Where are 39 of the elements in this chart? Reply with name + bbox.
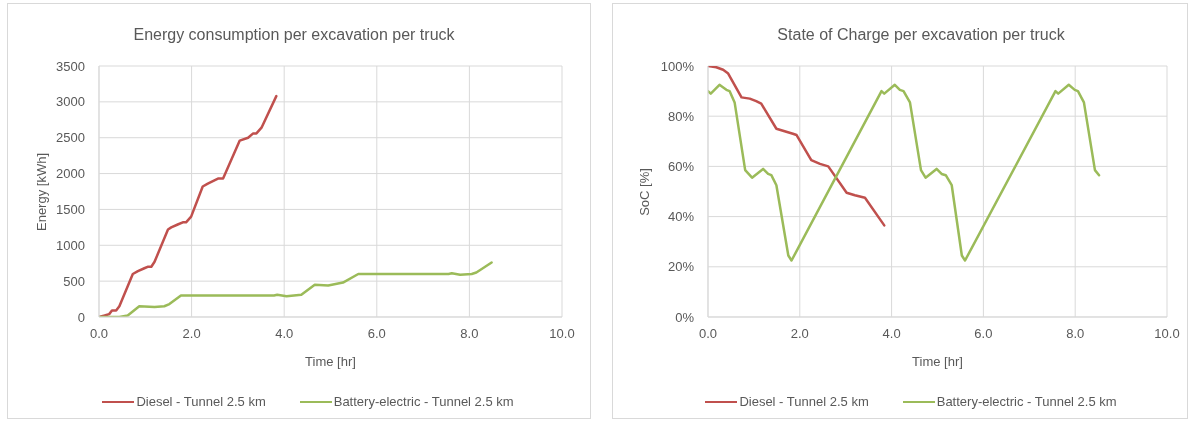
y-tick-label: 40% [667, 209, 695, 225]
y-tick-label: 2500 [56, 130, 85, 146]
y-tick-label: 2000 [56, 166, 85, 182]
legend-label: Battery-electric - Tunnel 2.5 km [333, 394, 514, 409]
line-series [708, 83, 1101, 262]
x-tick-label: 4.0 [275, 326, 294, 342]
x-tick-label: 10.0 [549, 326, 575, 342]
x-tick-label: 0.0 [698, 326, 718, 342]
x-tick-label: 0.0 [89, 326, 109, 342]
x-axis-title: Time [hr] [305, 353, 356, 369]
y-tick-label: 60% [667, 159, 695, 175]
x-tick-label: 8.0 [1066, 326, 1085, 342]
x-tick-label: 6.0 [974, 326, 993, 342]
y-tick-label: 3000 [56, 94, 85, 110]
chart-title: Energy consumption per excavation per truck [132, 26, 456, 44]
legend-label: Diesel - Tunnel 2.5 km [136, 394, 266, 409]
y-axis-title: SoC [%] [636, 167, 652, 216]
y-tick-label: 0% [675, 309, 695, 325]
x-tick-label: 6.0 [367, 326, 386, 342]
y-tick-label: 3500 [56, 58, 85, 74]
x-tick-label: 8.0 [460, 326, 479, 342]
x-axis-title: Time [hr] [912, 353, 963, 369]
x-tick-label: 2.0 [182, 326, 201, 342]
x-tick-label: 10.0 [1154, 326, 1180, 342]
y-tick-label: 100% [660, 58, 695, 74]
x-tick-label: 4.0 [882, 326, 901, 342]
y-tick-label: 80% [667, 108, 695, 124]
y-axis-title: Energy [kWh] [33, 152, 49, 231]
legend-label: Battery-electric - Tunnel 2.5 km [936, 394, 1117, 409]
line-series [99, 94, 278, 317]
x-tick-label: 2.0 [790, 326, 809, 342]
y-tick-label: 0 [77, 309, 85, 325]
y-tick-label: 500 [63, 273, 85, 289]
y-tick-label: 1000 [56, 237, 85, 253]
line-series [708, 66, 886, 227]
y-tick-label: 1500 [56, 202, 85, 218]
legend-label: Diesel - Tunnel 2.5 km [739, 394, 869, 409]
y-tick-label: 20% [667, 259, 695, 275]
chart-title: State of Charge per excavation per truck [776, 26, 1066, 44]
